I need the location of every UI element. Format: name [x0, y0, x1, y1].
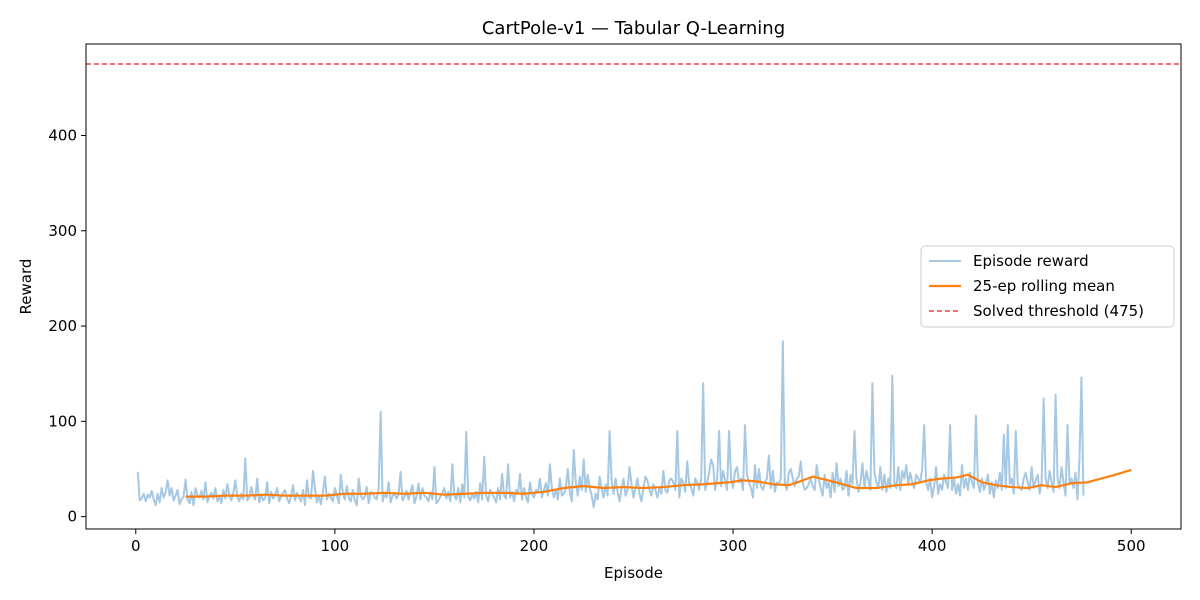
y-axis: 0 100 200 300 400 [48, 126, 86, 526]
plot-area [86, 63, 1181, 509]
y-tick-label: 0 [67, 508, 77, 526]
axes-frame [85, 43, 1182, 530]
x-tick-label: 400 [918, 537, 947, 555]
legend-label-threshold: Solved threshold (475) [973, 302, 1144, 320]
legend-box [920, 245, 1175, 328]
legend-label-rolling-mean: 25-ep rolling mean [973, 277, 1115, 295]
x-tick-label: 100 [321, 537, 350, 555]
chart-title: CartPole-v1 — Tabular Q-Learning [482, 18, 785, 39]
legend: Episode reward 25-ep rolling mean Solved t… [920, 245, 1175, 328]
series-line-rolling-mean [185, 468, 1132, 498]
x-axis: 0 100 200 300 400 500 [131, 529, 1146, 555]
y-tick-label: 200 [48, 317, 77, 335]
series-line-episode-reward [136, 340, 1085, 509]
y-tick-label: 300 [48, 222, 77, 240]
y-tick-label: 100 [48, 412, 77, 430]
x-tick-label: 500 [1117, 537, 1146, 555]
x-tick-label: 0 [131, 537, 141, 555]
y-tick-label: 400 [48, 126, 77, 144]
x-tick-label: 300 [719, 537, 748, 555]
x-axis-label: Episode [604, 564, 663, 582]
legend-label-episode-reward: Episode reward [973, 252, 1089, 270]
x-tick-label: 200 [520, 537, 549, 555]
y-axis-label: Reward [17, 259, 35, 315]
